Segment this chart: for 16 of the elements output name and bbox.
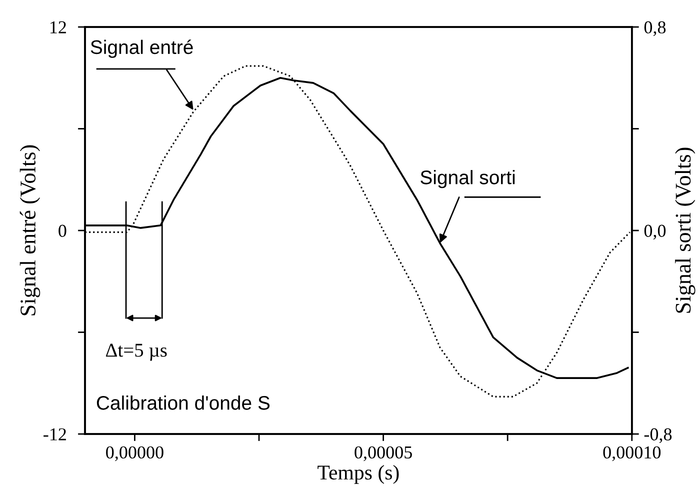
y2-tick-label: 0,8 (644, 21, 666, 36)
annotation: Δt=5 µs (106, 344, 167, 361)
annotation: Calibration d'onde S (96, 396, 270, 410)
y-tick-label: 0 (58, 224, 66, 237)
x-tick-label: 0,00010 (603, 446, 661, 462)
y-axis-title: Signal entré (Volts) (20, 145, 40, 316)
annotation: Signal entré (90, 40, 193, 58)
x-axis-title: Temps (s) (318, 464, 399, 484)
y2-axis-title: Signal sorti (Volts) (675, 148, 696, 313)
y2-tick-label: -0,8 (644, 428, 672, 444)
y-tick-label: -12 (44, 428, 66, 440)
annotation: Signal sorti (420, 170, 515, 188)
y-tick-label: 12 (50, 21, 66, 34)
x-tick-label: 0,00000 (106, 446, 164, 462)
x-tick-label: 0,00005 (354, 446, 412, 462)
y2-tick-label: 0,0 (644, 224, 666, 240)
